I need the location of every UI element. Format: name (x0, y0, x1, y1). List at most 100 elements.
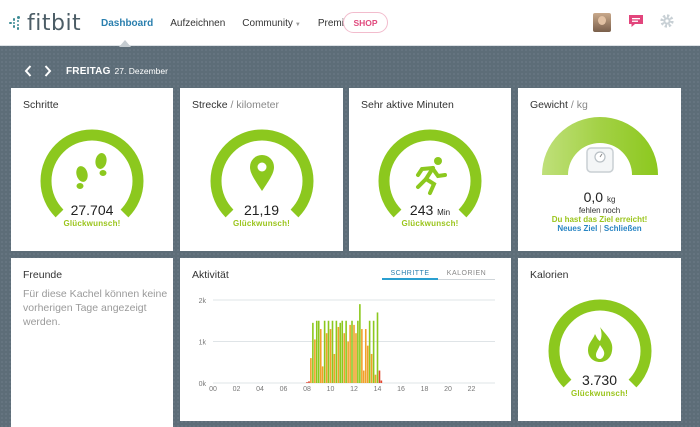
weight-links: Neues Ziel | Schließen (518, 224, 681, 233)
nav-item-dashboard[interactable]: Dashboard (101, 17, 154, 29)
shop-button[interactable]: SHOP (343, 12, 388, 33)
activity-bar (359, 304, 361, 383)
fitbit-logo[interactable]: fitbit (9, 10, 81, 36)
previous-day-button[interactable] (22, 64, 34, 78)
top-navigation-bar: fitbit Dashboard Aufzeichnen Community ▼ … (0, 0, 700, 47)
weight-gauge (542, 117, 658, 175)
close-link[interactable]: Schließen (603, 224, 642, 233)
tile-distance[interactable]: Strecke / kilometer 21,19 Glückwunsch! (180, 88, 343, 251)
avatar[interactable] (593, 13, 611, 32)
tile-title: Gewicht / kg (530, 99, 588, 111)
activity-bar (361, 329, 363, 383)
distance-congrats: Glückwunsch! (232, 219, 291, 228)
activity-bar (331, 320, 334, 383)
activity-bar (333, 353, 336, 383)
nav-item-community[interactable]: Community ▼ (242, 18, 301, 29)
activity-bar (345, 320, 347, 383)
x-tick-label: 04 (256, 386, 264, 393)
activity-bar (337, 326, 340, 383)
x-tick-label: 10 (327, 386, 335, 393)
tile-title: Schritte (23, 99, 59, 111)
distance-gauge (210, 129, 314, 218)
running-man-icon (416, 157, 447, 195)
link-separator: | (599, 224, 602, 233)
activity-bar (321, 366, 324, 383)
tile-steps[interactable]: Schritte 27.704 Glückwunsch! (11, 88, 173, 251)
weight-goal-reached: Du hast das Ziel erreicht! (551, 215, 648, 224)
activity-bar (308, 381, 310, 383)
activity-bar (378, 370, 381, 383)
tile-active-minutes[interactable]: Sehr aktive Minuten 243 Min Glückwunsch! (349, 88, 511, 251)
activity-bar (374, 374, 377, 383)
calories-value: 3.730 (581, 372, 618, 388)
x-tick-label: 18 (421, 386, 429, 393)
activity-bar (323, 320, 326, 383)
active-minutes-congrats: Glückwunsch! (401, 219, 459, 228)
next-day-button[interactable] (42, 64, 54, 78)
nav-item-community-label: Community (242, 17, 293, 29)
logo-text: fitbit (27, 10, 82, 36)
date-weekday: FREITAG (66, 65, 111, 77)
new-goal-link[interactable]: Neues Ziel (557, 224, 598, 233)
distance-value: 21,19 (243, 202, 280, 218)
settings-gear-icon[interactable] (659, 13, 675, 29)
x-tick-label: 08 (303, 386, 311, 393)
steps-value: 27.704 (70, 202, 114, 218)
activity-bar (351, 320, 353, 383)
activity-bar (366, 345, 369, 383)
activity-bar (319, 329, 322, 383)
x-tick-label: 16 (397, 386, 405, 393)
steps-gauge (40, 129, 144, 218)
messages-icon[interactable] (628, 14, 644, 28)
x-tick-label: 06 (280, 386, 288, 393)
active-minutes-number: 243 (409, 202, 434, 218)
activity-bar (370, 353, 373, 383)
scale-icon (586, 147, 614, 173)
activity-bar (343, 333, 346, 383)
date-label: 27. Dezember (114, 66, 168, 76)
footprints-icon (76, 153, 107, 189)
x-tick-label: 14 (374, 386, 382, 393)
activity-bar (315, 320, 318, 383)
activity-bar (376, 312, 379, 383)
y-tick-label: 0k (199, 381, 207, 388)
activity-bar (329, 329, 332, 383)
tile-title-unit: / kg (570, 99, 588, 111)
activity-bar (314, 339, 316, 383)
nav-item-premium[interactable]: Premium (317, 17, 358, 29)
y-tick-label: 2k (199, 298, 207, 305)
activity-bar (312, 322, 314, 383)
nav-item-aufzeichnen[interactable]: Aufzeichnen (170, 17, 226, 29)
tile-title: Aktivität (192, 269, 229, 281)
activity-bar (349, 324, 351, 383)
tile-weight[interactable]: Gewicht / kg 0,0 kg fehlen noch Du hast … (518, 88, 681, 251)
tab-calories[interactable]: KALORIEN (438, 269, 495, 280)
weight-value: 0,0 kg (518, 189, 681, 205)
tile-title: Kalorien (530, 269, 569, 281)
x-tick-label: 02 (233, 386, 241, 393)
active-minutes-gauge (378, 129, 482, 218)
activity-bar (317, 320, 320, 383)
activity-tabs: SCHRITTE KALORIEN (382, 269, 495, 280)
activity-bar (353, 324, 355, 383)
chevron-left-icon (24, 65, 32, 77)
tile-calories[interactable]: Kalorien 3.730 Glückwunsch! (518, 258, 681, 421)
x-tick-label: 12 (350, 386, 358, 393)
x-tick-label: 22 (468, 386, 476, 393)
x-tick-label: 00 (209, 386, 217, 393)
tile-friends[interactable]: Freunde Für diese Kachel können keine vo… (11, 258, 173, 427)
y-tick-label: 1k (199, 340, 207, 347)
tab-steps[interactable]: SCHRITTE (382, 269, 438, 280)
weight-missing-label: fehlen noch (578, 206, 621, 215)
activity-bar (355, 333, 357, 383)
calories-congrats: Glückwunsch! (570, 389, 629, 398)
activity-bar (357, 320, 359, 383)
x-tick-label: 20 (444, 386, 452, 393)
active-nav-pointer (119, 40, 131, 47)
logo-dots-icon (9, 16, 23, 30)
activity-bar (335, 320, 338, 383)
tile-title: Freunde (23, 269, 63, 281)
tile-title-unit: / kilometer (230, 99, 279, 111)
weight-number: 0,0 (583, 189, 604, 205)
tile-title-text: Gewicht (530, 99, 568, 111)
